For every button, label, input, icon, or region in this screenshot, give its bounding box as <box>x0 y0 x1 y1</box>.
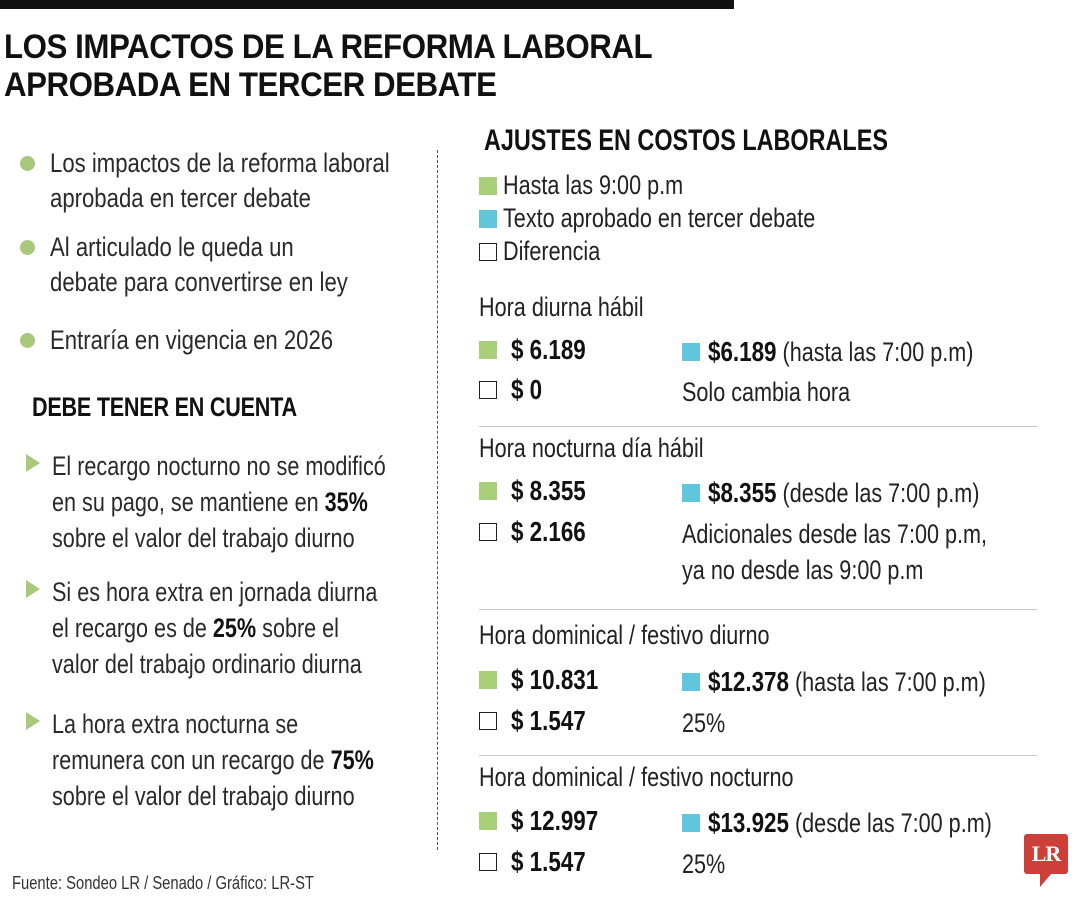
difference-row: $ 1.547 <box>479 705 604 737</box>
tip-text: La hora extra nocturna se <box>52 709 299 739</box>
tip-text: sobre el valor del trabajo diurno <box>52 523 355 553</box>
tip-item: La hora extra nocturna se remunera con u… <box>26 706 454 814</box>
difference-row: $ 1.547 <box>479 846 604 878</box>
tip-text: el recargo es de 25% sobre el <box>52 613 339 643</box>
legend-item-approved: Texto aprobado en tercer debate <box>479 202 893 235</box>
category-label: Hora dominical / festivo diurno <box>479 620 770 650</box>
difference-row: $ 0 <box>479 374 550 406</box>
triangle-bullet-icon <box>26 580 40 598</box>
tip-item: Si es hora extra en jornada diurna el re… <box>26 574 459 682</box>
costs-heading: AJUSTES EN COSTOS LABORALES <box>484 124 888 157</box>
before-value-row: $ 12.997 <box>479 805 620 837</box>
green-swatch-icon <box>479 482 497 500</box>
tip-text: en su pago, se mantiene en 35% <box>52 487 368 517</box>
difference-note: 25% <box>682 708 726 738</box>
triangle-bullet-icon <box>26 454 40 472</box>
before-value-row: $ 10.831 <box>479 664 620 696</box>
after-value-row: $13.925 (desde las 7:00 p.m) <box>682 805 1063 841</box>
intro-text: Los impactos de la reforma laboral <box>50 148 390 178</box>
difference-note: Solo cambia hora <box>682 377 851 407</box>
intro-text: Entraría en vigencia en 2026 <box>50 325 334 355</box>
empty-swatch-icon <box>479 712 497 730</box>
tip-text: El recargo nocturno no se modificó <box>52 451 386 481</box>
green-swatch-icon <box>479 176 497 195</box>
before-value-row: $ 8.355 <box>479 475 604 507</box>
after-value-row: $12.378 (hasta las 7:00 p.m) <box>682 664 1055 700</box>
intro-item: Al articulado le queda un debate para co… <box>20 230 413 300</box>
difference-note: Adicionales desde las 7:00 p.m, ya no de… <box>682 519 987 585</box>
intro-text: debate para convertirse en ley <box>50 267 348 297</box>
green-swatch-icon <box>479 812 497 830</box>
empty-swatch-icon <box>479 853 497 871</box>
tip-percentage: 35% <box>324 487 368 517</box>
green-swatch-icon <box>479 671 497 689</box>
blue-swatch-icon <box>682 484 700 502</box>
intro-item: Entraría en vigencia en 2026 <box>20 323 395 358</box>
logo-speech-tail-icon <box>1040 873 1052 887</box>
intro-text: aprobada en tercer debate <box>50 183 311 213</box>
category-label: Hora diurna hábil <box>479 292 644 322</box>
category-label: Hora nocturna día hábil <box>479 433 704 463</box>
legend-item-difference: Diferencia <box>479 235 625 268</box>
title-line-1: LOS IMPACTOS DE LA REFORMA LABORAL <box>4 28 653 66</box>
tip-text: Si es hora extra en jornada diurna <box>52 577 378 607</box>
empty-swatch-icon <box>479 242 497 261</box>
row-divider <box>479 426 1037 427</box>
green-swatch-icon <box>479 341 497 359</box>
tip-text: sobre el valor del trabajo diurno <box>52 781 355 811</box>
difference-note: 25% <box>682 849 726 879</box>
tip-item: El recargo nocturno no se modificó en su… <box>26 448 469 556</box>
blue-swatch-icon <box>682 814 700 832</box>
bullet-dot-icon <box>20 156 35 171</box>
top-rule <box>0 0 734 9</box>
blue-swatch-icon <box>479 209 497 228</box>
after-value-row: $8.355 (desde las 7:00 p.m) <box>682 475 1047 511</box>
source-credit: Fuente: Sondeo LR / Senado / Gráfico: LR… <box>12 873 314 893</box>
column-divider <box>437 150 438 850</box>
tip-text: valor del trabajo ordinario diurna <box>52 649 362 679</box>
bullet-dot-icon <box>20 240 35 255</box>
page-title: LOS IMPACTOS DE LA REFORMA LABORAL APROB… <box>4 28 653 104</box>
empty-swatch-icon <box>479 523 497 541</box>
row-divider <box>479 755 1037 756</box>
title-line-2: APROBADA EN TERCER DEBATE <box>4 66 497 104</box>
category-label: Hora dominical / festivo nocturno <box>479 762 794 792</box>
triangle-bullet-icon <box>26 712 40 730</box>
tip-percentage: 75% <box>330 745 374 775</box>
tip-percentage: 25% <box>212 613 257 643</box>
tip-text: remunera con un recargo de 75% <box>52 745 374 775</box>
after-value-row: $6.189 (hasta las 7:00 p.m) <box>682 334 1040 370</box>
blue-swatch-icon <box>682 673 700 691</box>
intro-item: Los impactos de la reforma laboral aprob… <box>20 146 464 216</box>
lr-logo: LR <box>1024 834 1068 874</box>
intro-text: Al articulado le queda un <box>50 232 294 262</box>
empty-swatch-icon <box>479 381 497 399</box>
bullet-dot-icon <box>20 333 35 348</box>
row-divider <box>479 609 1037 610</box>
difference-row: $ 2.166 <box>479 516 604 548</box>
tips-heading: DEBE TENER EN CUENTA <box>32 392 297 422</box>
blue-swatch-icon <box>682 343 700 361</box>
before-value-row: $ 6.189 <box>479 334 604 366</box>
legend-item-before: Hasta las 9:00 p.m <box>479 169 728 202</box>
